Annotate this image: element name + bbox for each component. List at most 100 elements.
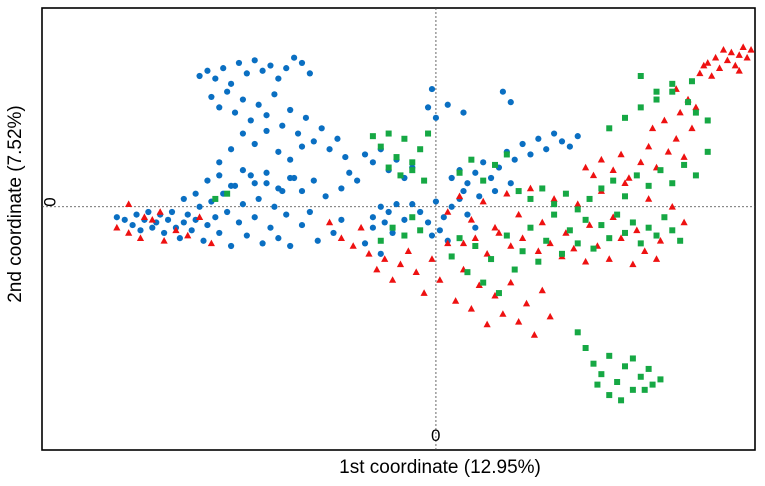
scatter-point-square (653, 232, 660, 239)
scatter-point-triangle (195, 213, 204, 221)
scatter-point-circle (275, 75, 282, 82)
scatter-point-circle (428, 85, 436, 93)
scatter-point-square (212, 195, 219, 202)
scatter-point-triangle (357, 223, 365, 231)
scatter-point-circle (251, 57, 258, 64)
scatter-point-square (692, 172, 699, 179)
scatter-point-circle (227, 80, 235, 87)
scatter-point-triangle (491, 291, 499, 299)
scatter-point-triangle (648, 124, 657, 132)
scatter-point-triangle (518, 234, 527, 241)
scatter-point-triangle (715, 64, 724, 71)
scatter-point-triangle (538, 218, 546, 226)
scatter-point-circle (287, 156, 294, 163)
scatter-point-circle (267, 224, 274, 231)
scatter-point-triangle (609, 213, 617, 221)
scatter-point-square (622, 193, 629, 200)
scatter-point-circle (346, 169, 353, 176)
scatter-point-square (645, 224, 652, 231)
scatter-point-triangle (708, 72, 716, 79)
scatter-point-triangle (645, 142, 653, 150)
scatter-point-square (472, 243, 479, 249)
scatter-point-circle (200, 237, 207, 244)
scatter-point-triangle (526, 184, 535, 192)
scatter-point-circle (377, 250, 384, 257)
scatter-point-triangle (546, 239, 554, 247)
scatter-point-triangle (538, 286, 546, 294)
scatter-point-triangle (609, 166, 617, 173)
scatter-point-circle (239, 201, 247, 208)
scatter-point-triangle (585, 221, 594, 228)
scatter-point-triangle (617, 234, 625, 241)
scatter-point-square (637, 73, 644, 79)
scatter-point-triangle (700, 61, 708, 69)
scatter-point-circle (326, 146, 333, 153)
scatter-point-circle (409, 201, 416, 208)
scatter-point-square (389, 224, 396, 231)
scatter-point-square (637, 104, 644, 111)
scatter-point-square (539, 185, 546, 192)
scatter-point-triangle (704, 59, 712, 66)
scatter-point-circle (275, 185, 282, 192)
scatter-point-square (677, 237, 684, 244)
scatter-point-square (566, 227, 573, 234)
scatter-point-circle (480, 159, 487, 166)
scatter-point-triangle (455, 192, 464, 200)
scatter-point-circle (432, 114, 440, 121)
scatter-point-square (377, 237, 384, 244)
scatter-point-triangle (404, 247, 412, 255)
scatter-point-triangle (140, 213, 149, 221)
scatter-point-circle (322, 193, 329, 200)
scatter-point-square (669, 88, 676, 95)
scatter-point-square (598, 185, 605, 192)
scatter-point-triangle (436, 276, 444, 283)
scatter-point-square (582, 345, 589, 351)
scatter-point-triangle (735, 66, 743, 74)
scatter-point-triangle (589, 171, 598, 179)
scatter-point-circle (444, 101, 451, 108)
scatter-point-square (590, 360, 597, 367)
scatter-point-circle (208, 93, 215, 101)
scatter-point-square (704, 148, 711, 155)
scatter-point-square (653, 96, 660, 103)
scatter-point-square (558, 250, 565, 257)
scatter-point-circle (393, 201, 400, 208)
scatter-point-circle (212, 214, 219, 221)
scatter-point-triangle (597, 155, 605, 163)
scatter-point-circle (511, 156, 518, 163)
scatter-point-circle (251, 180, 258, 187)
x-zero-tick-label: 0 (431, 426, 441, 445)
scatter-point-square (377, 143, 384, 150)
scatter-point-triangle (499, 310, 507, 317)
scatter-point-square (543, 237, 550, 244)
scatter-point-triangle (475, 281, 483, 289)
scatter-point-square (519, 248, 526, 255)
scatter-point-circle (145, 208, 152, 216)
scatter-point-square (661, 214, 668, 221)
scatter-point-triangle (727, 48, 735, 56)
scatter-point-square (606, 392, 613, 399)
scatter-point-circle (263, 169, 270, 176)
scatter-point-circle (259, 240, 266, 247)
scatter-point-triangle (507, 242, 515, 249)
scatter-point-circle (527, 151, 534, 158)
scatter-point-circle (271, 91, 278, 98)
scatter-point-square (629, 355, 636, 362)
scatter-point-square (649, 381, 656, 388)
scatter-point-circle (302, 114, 310, 121)
scatter-point-triangle (652, 255, 661, 262)
scatter-point-circle (271, 203, 278, 210)
scatter-point-square (224, 190, 231, 197)
scatter-point-circle (275, 235, 282, 242)
scatter-point-circle (381, 219, 388, 226)
scatter-point-square (618, 397, 625, 404)
scatter-point-circle (247, 172, 254, 179)
scatter-point-square (704, 117, 711, 124)
scatter-point-circle (401, 216, 408, 223)
scatter-point-circle (361, 151, 369, 158)
scatter-point-square (495, 290, 502, 297)
scatter-point-triangle (582, 257, 590, 265)
scatter-point-triangle (373, 265, 381, 273)
scatter-point-circle (432, 198, 440, 205)
scatter-point-square (637, 240, 644, 247)
